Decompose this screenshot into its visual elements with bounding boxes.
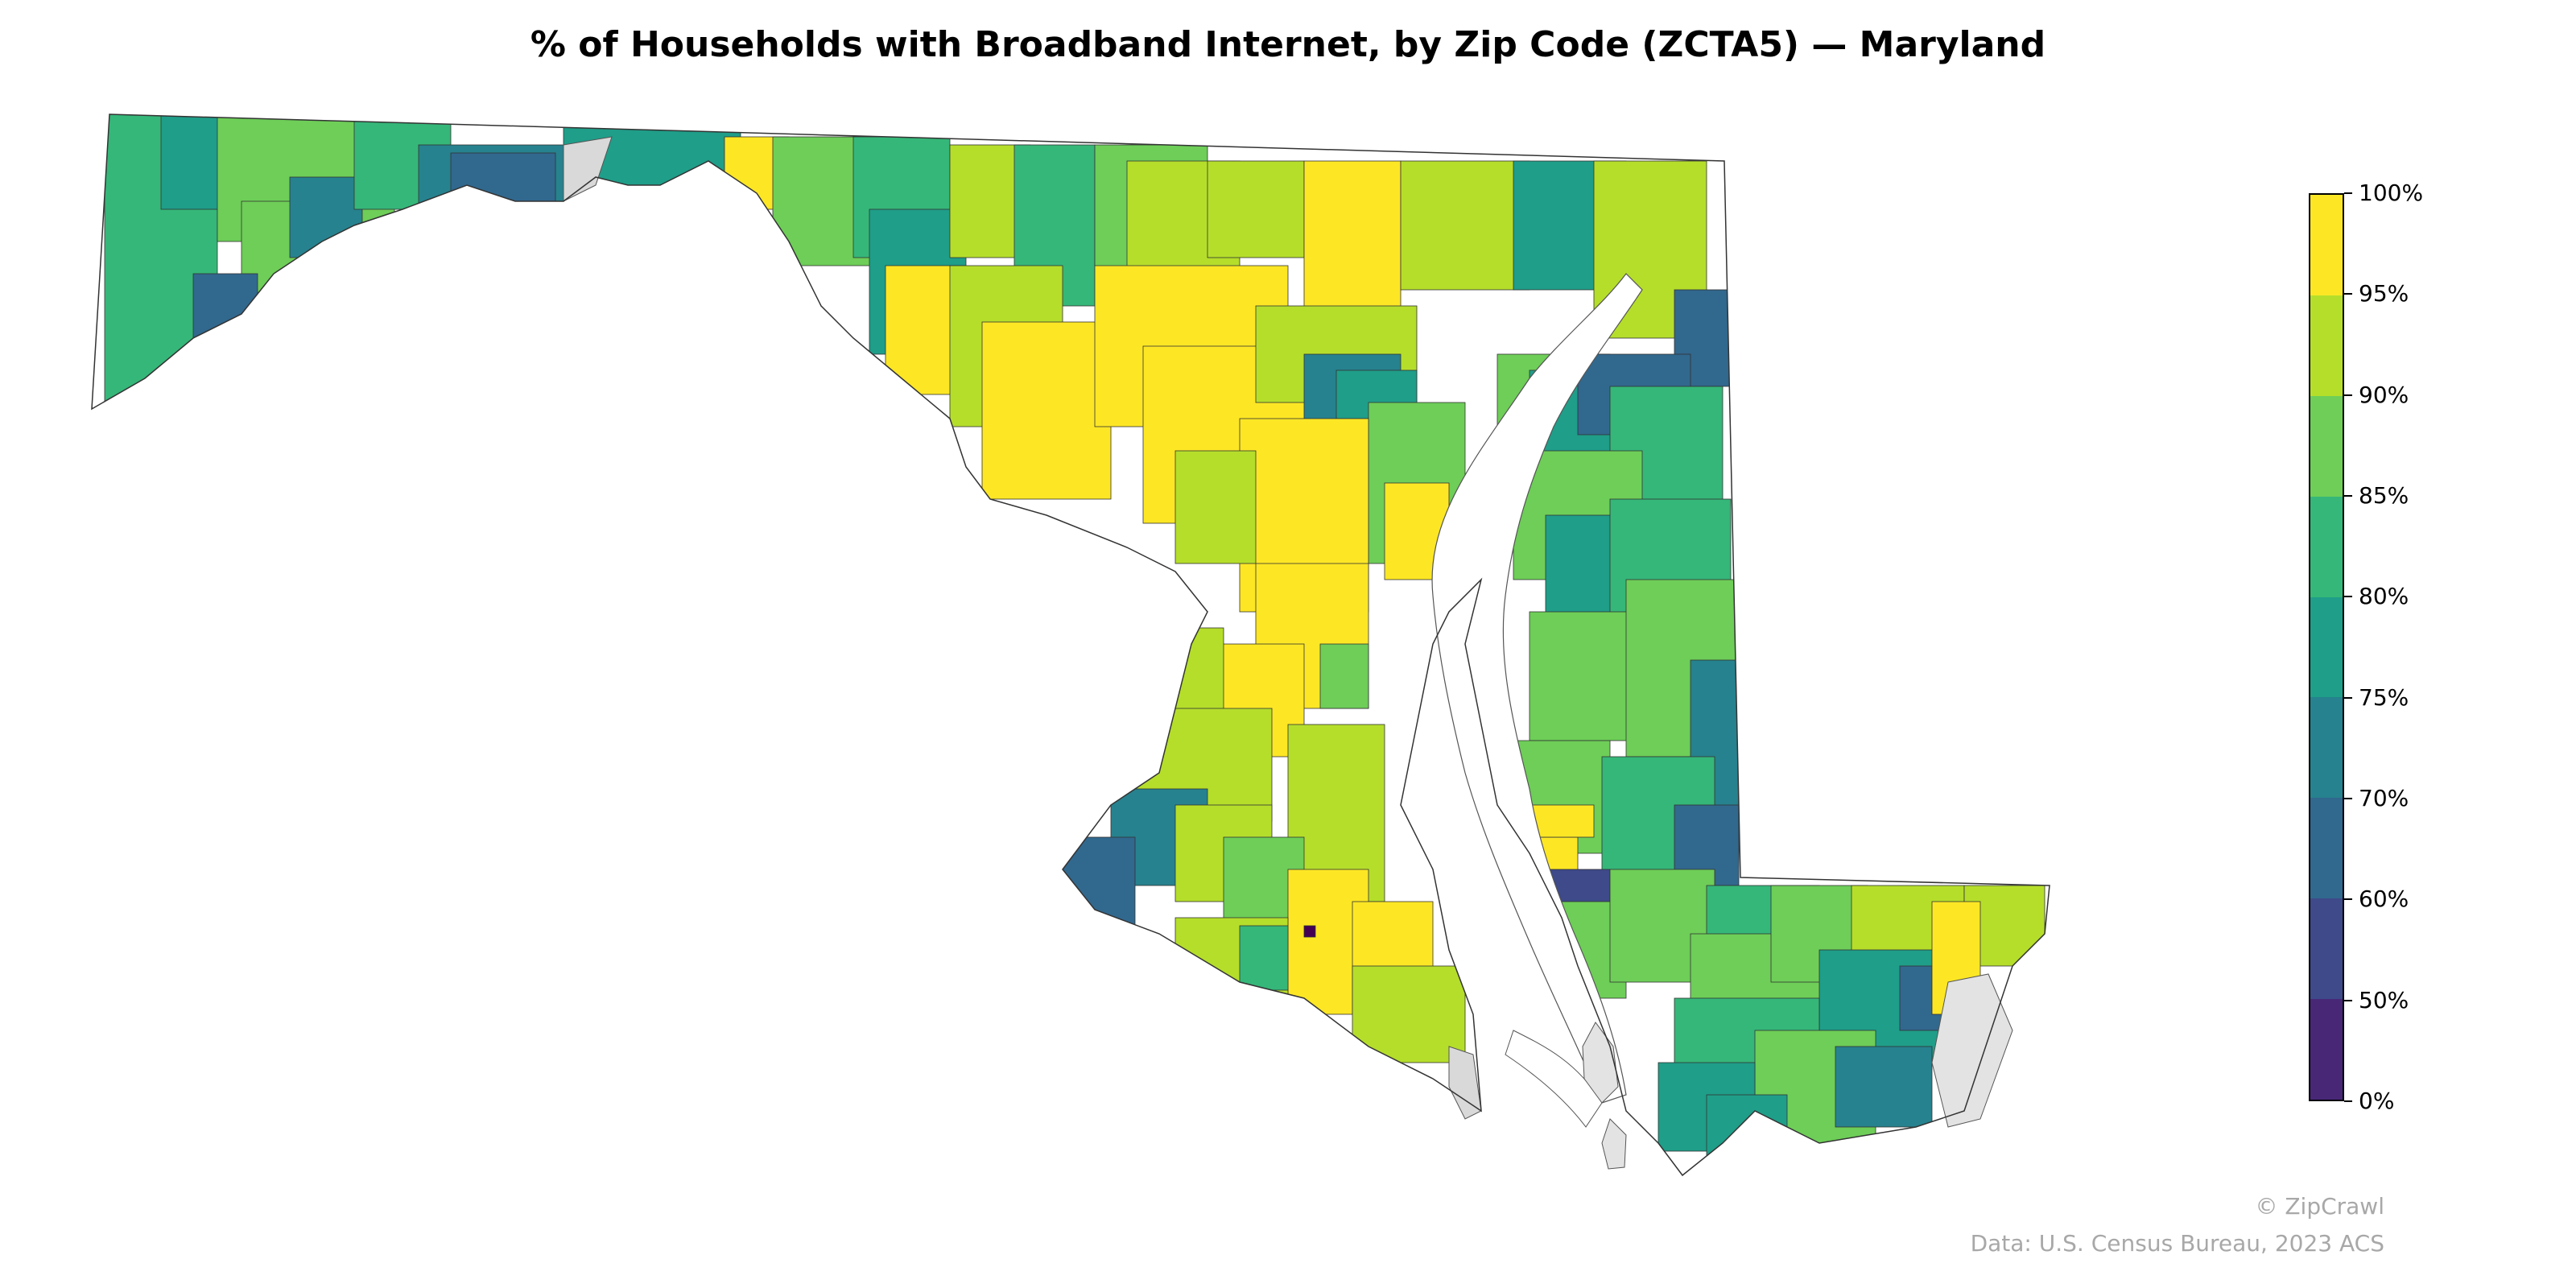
zip-code-area [1319, 643, 1369, 709]
colorbar-tick-label: 90% [2359, 381, 2409, 408]
colorbar-tick [2344, 394, 2352, 396]
colorbar-tick-label: 95% [2359, 280, 2409, 308]
colorbar-segment [2310, 898, 2343, 1000]
map-title: % of Households with Broadband Internet,… [530, 24, 2046, 65]
colorbar-tick [2344, 1100, 2352, 1102]
colorbar-segment [2310, 798, 2343, 899]
colorbar-tick [2344, 293, 2352, 295]
zip-code-area [1529, 611, 1635, 741]
colorbar-segment [2310, 496, 2343, 597]
colorbar-tick [2344, 495, 2352, 497]
chesapeake-bay-water [1431, 273, 1643, 1128]
zip-code-area [1835, 1046, 1933, 1128]
source-text: Data: U.S. Census Bureau, 2023 ACS [1970, 1230, 2384, 1257]
colorbar-segment [2310, 597, 2343, 698]
colorbar-tick-label: 75% [2359, 683, 2409, 711]
colorbar-segment [2310, 999, 2343, 1100]
colorbar-tick-label: 85% [2359, 482, 2409, 509]
colorbar-tick-label: 0% [2359, 1088, 2395, 1114]
zip-code-area [289, 176, 363, 258]
colorbar-tick-label: 80% [2359, 583, 2409, 610]
zip-code-areas [104, 114, 2046, 1160]
colorbar-tick [2344, 192, 2352, 194]
zip-code-area [1706, 1094, 1788, 1160]
colorbar-tick-label: 70% [2359, 785, 2409, 811]
colorbar-tick [2344, 798, 2352, 799]
zip-code-area [1303, 160, 1402, 323]
zip-code-area [1303, 925, 1316, 938]
colorbar-tick-label: 50% [2359, 986, 2409, 1013]
colorbar [2309, 193, 2344, 1101]
colorbar-tick [2344, 596, 2352, 598]
colorbar-tick [2344, 999, 2352, 1001]
zip-code-area [1352, 965, 1466, 1063]
zip-code-area [1400, 160, 1530, 291]
credit-text: © ZipCrawl [2255, 1193, 2384, 1220]
colorbar-segment [2310, 295, 2343, 396]
zip-code-area [1207, 160, 1305, 258]
zip-code-area [1174, 450, 1257, 564]
zip-code-area [1062, 836, 1136, 935]
colorbar-tick-label: 60% [2359, 886, 2409, 913]
colorbar-tick-label: 100% [2359, 180, 2424, 206]
zip-code-area [1239, 925, 1289, 991]
no-data-islands [563, 136, 2013, 1170]
colorbar-tick [2344, 898, 2352, 901]
colorbar-segment [2310, 194, 2343, 295]
colorbar-tick [2344, 696, 2352, 699]
zip-code-area [981, 321, 1112, 500]
colorbar-segment [2310, 395, 2343, 497]
zip-code-area [1529, 804, 1595, 838]
colorbar-segment [2310, 697, 2343, 799]
